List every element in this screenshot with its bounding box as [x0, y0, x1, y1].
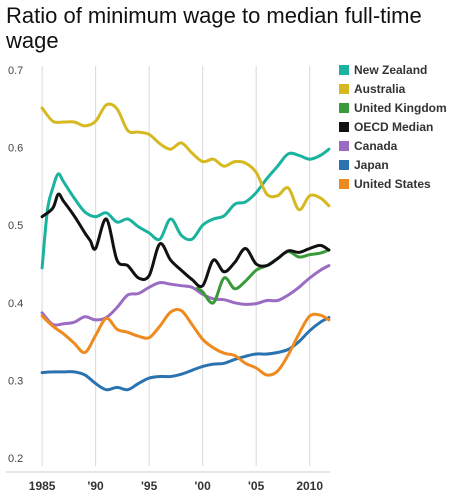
- legend-item-united-states: United States: [339, 174, 447, 193]
- legend-swatch: [339, 178, 349, 189]
- y-tick-label: 0.4: [8, 298, 23, 310]
- axis-labels: 1985 '90 '95 '00 '05 2010 0.7 0.6 0.5 0.4 0.3 0.2: [6, 65, 330, 493]
- x-tick-label: 1985: [29, 479, 56, 493]
- legend-label: Japan: [354, 157, 389, 172]
- series-lines: [40, 102, 331, 392]
- legend-label: Australia: [354, 81, 406, 96]
- legend-item-japan: Japan: [339, 155, 447, 174]
- y-tick-label: 0.5: [8, 220, 23, 232]
- legend: New Zealand Australia United Kingdom OECD M…: [339, 60, 447, 193]
- legend-item-united-kingdom: United Kingdom: [339, 98, 447, 117]
- legend-swatch: [339, 159, 349, 170]
- series-line-canada: [40, 264, 331, 327]
- legend-item-oecd-median: OECD Median: [339, 117, 447, 136]
- chart-title: Ratio of minimum wage to median full-tim…: [6, 3, 422, 53]
- legend-swatch: [339, 102, 349, 113]
- y-tick-label: 0.2: [8, 453, 23, 465]
- series-line-japan: [40, 316, 331, 392]
- y-tick-label: 0.6: [8, 143, 23, 155]
- legend-label: New Zealand: [354, 62, 428, 77]
- legend-label: Canada: [354, 138, 398, 153]
- legend-swatch: [339, 140, 349, 151]
- legend-swatch: [339, 64, 349, 75]
- series-line-australia: [40, 102, 331, 212]
- legend-item-australia: Australia: [339, 79, 447, 98]
- legend-item-canada: Canada: [339, 136, 447, 155]
- legend-swatch: [339, 83, 349, 94]
- legend-label: OECD Median: [354, 119, 434, 134]
- x-tick-label: '05: [248, 479, 265, 493]
- series-line-united-states: [40, 307, 331, 377]
- x-tick-label: '00: [195, 479, 212, 493]
- legend-swatch: [339, 121, 349, 132]
- y-tick-label: 0.3: [8, 375, 23, 387]
- x-tick-label: 2010: [296, 479, 323, 493]
- y-tick-label: 0.7: [8, 65, 23, 77]
- legend-label: United Kingdom: [354, 100, 447, 115]
- x-tick-label: '90: [88, 479, 105, 493]
- series-line-united-kingdom: [195, 248, 331, 305]
- series-line-new-zealand: [40, 147, 331, 270]
- x-tick-label: '95: [141, 479, 158, 493]
- legend-label: United States: [354, 176, 431, 191]
- legend-item-new-zealand: New Zealand: [339, 60, 447, 79]
- series-line-oecd-median: [40, 192, 331, 288]
